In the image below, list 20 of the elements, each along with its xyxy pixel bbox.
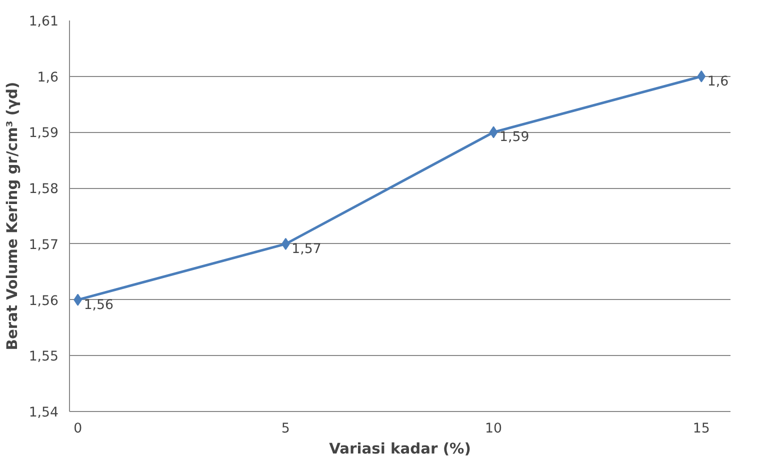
y-axis-title: Berat Volume Kering gr/cm³ (γd) [4,82,21,350]
y-tick-label: 1,6 [37,70,59,86]
data-label: 1,56 [84,298,114,313]
y-tick-label: 1,57 [28,238,59,253]
data-label: 1,6 [707,74,729,90]
y-tick-label: 1,59 [28,126,59,142]
y-tick-label: 1,54 [28,406,59,420]
x-tick-label: 0 [74,422,82,436]
x-tick-label: 5 [281,422,290,436]
point [697,70,706,82]
y-tick-label: 1,56 [28,294,59,309]
data-label: 1,57 [292,242,322,257]
x-tick-label: 15 [692,422,710,436]
y-tick-label: 1,61 [28,14,59,30]
data-label: 1,59 [500,130,530,146]
y-tick-label: 1,55 [28,350,59,365]
y-tick-label: 1,58 [28,182,59,198]
x-axis-title: Variasi kadar (%) [329,440,471,458]
x-tick-label: 10 [485,422,502,436]
point [489,126,498,138]
